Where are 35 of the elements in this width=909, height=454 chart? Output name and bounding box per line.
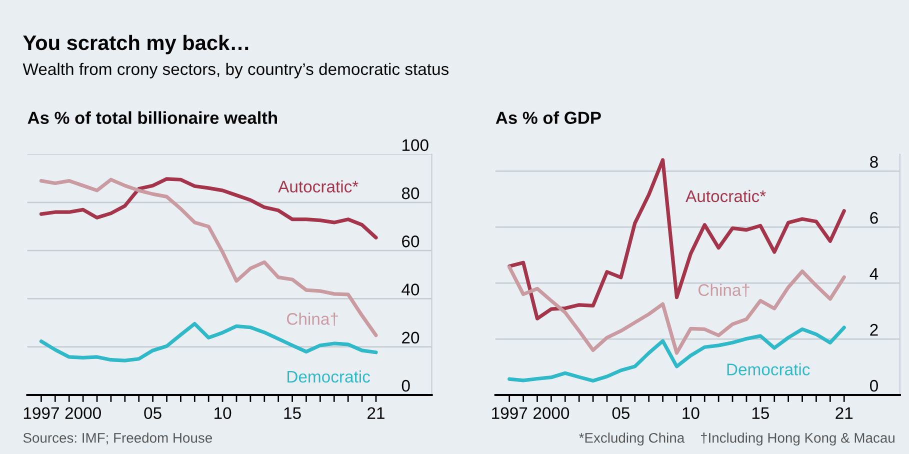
y-tick-label: 6 bbox=[870, 212, 878, 224]
x-tick-label: 10 bbox=[214, 407, 232, 420]
x-tick-label: 21 bbox=[836, 407, 853, 419]
x-tick-label: 05 bbox=[144, 407, 162, 420]
series-label: Autocratic* bbox=[278, 180, 358, 193]
series-label: Democratic bbox=[727, 363, 810, 376]
y-tick-label: 2 bbox=[870, 324, 878, 336]
y-tick-label: 0 bbox=[870, 380, 878, 392]
chart-title: As % of total billionaire wealth bbox=[28, 111, 277, 124]
x-tick-label: 2000 bbox=[534, 407, 570, 420]
x-tick-label: 05 bbox=[612, 407, 630, 420]
y-tick-label: 100 bbox=[402, 139, 428, 152]
x-tick-label: 2000 bbox=[65, 407, 101, 420]
x-tick-label: 1997 bbox=[492, 407, 528, 420]
chart-title: As % of GDP bbox=[496, 111, 601, 124]
series-label: Democratic bbox=[288, 370, 370, 383]
text: You scratch my back… bbox=[23, 34, 248, 54]
series-label: China† bbox=[698, 284, 750, 297]
y-tick-label: 8 bbox=[870, 156, 878, 168]
y-tick-label: 4 bbox=[870, 268, 878, 280]
y-tick-label: 40 bbox=[402, 284, 420, 296]
x-tick-label: 21 bbox=[368, 407, 384, 419]
text: *Excluding China †Including Hong Kong & Macau bbox=[579, 432, 894, 446]
text: Wealth from crony sectors, by country’s democratic status bbox=[22, 62, 449, 78]
y-tick-label: 0 bbox=[402, 380, 410, 392]
source-note: Sources: IMF; Freedom House bbox=[23, 432, 212, 444]
x-tick-label: 15 bbox=[752, 407, 769, 420]
x-tick-label: 15 bbox=[284, 407, 301, 420]
y-tick-label: 60 bbox=[402, 236, 420, 248]
y-tick-label: 20 bbox=[402, 332, 420, 344]
x-tick-label: 10 bbox=[682, 407, 700, 420]
x-tick-label: 1997 bbox=[24, 407, 59, 420]
series-label: China† bbox=[287, 312, 338, 326]
y-tick-label: 80 bbox=[402, 187, 420, 200]
series-label: Autocratic* bbox=[686, 190, 766, 202]
